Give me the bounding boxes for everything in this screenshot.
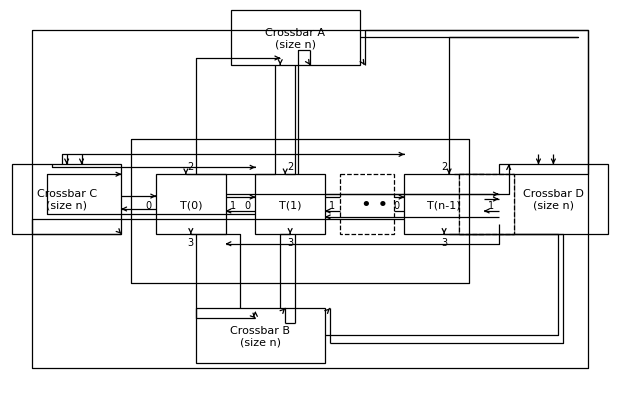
Bar xyxy=(404,175,484,234)
Bar xyxy=(499,165,608,234)
Bar xyxy=(12,165,121,234)
Text: 3: 3 xyxy=(287,237,293,247)
Text: 1: 1 xyxy=(329,201,335,211)
Bar xyxy=(459,175,514,234)
Text: 2: 2 xyxy=(188,162,194,172)
Text: 3: 3 xyxy=(188,237,194,247)
Text: Crossbar B
(size n): Crossbar B (size n) xyxy=(230,325,290,347)
Bar xyxy=(196,309,325,363)
Text: T(n-1): T(n-1) xyxy=(428,199,461,209)
Text: 2: 2 xyxy=(287,162,293,172)
Bar xyxy=(340,175,394,234)
Bar xyxy=(255,175,325,234)
Text: 3: 3 xyxy=(441,237,447,247)
Text: • •: • • xyxy=(361,195,388,214)
Bar xyxy=(230,11,360,66)
Text: Crossbar D
(size n): Crossbar D (size n) xyxy=(523,189,584,210)
Text: T(1): T(1) xyxy=(279,199,301,209)
Text: 0: 0 xyxy=(393,201,399,211)
Text: 1: 1 xyxy=(230,201,235,211)
Text: 0: 0 xyxy=(145,201,151,211)
Text: 2: 2 xyxy=(441,162,447,172)
Text: T(0): T(0) xyxy=(180,199,202,209)
Text: Crossbar C
(size n): Crossbar C (size n) xyxy=(36,189,97,210)
Text: 1: 1 xyxy=(488,201,494,211)
Bar xyxy=(156,175,225,234)
Text: Crossbar A
(size n): Crossbar A (size n) xyxy=(265,28,325,49)
Bar xyxy=(459,175,514,234)
Text: 0: 0 xyxy=(244,201,250,211)
